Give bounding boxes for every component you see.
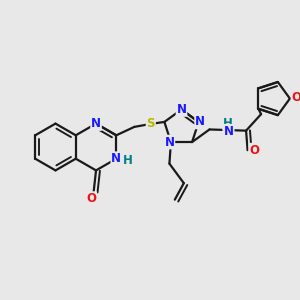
Text: N: N	[195, 116, 205, 128]
Text: O: O	[86, 192, 96, 205]
Text: O: O	[249, 144, 259, 157]
Text: S: S	[146, 117, 155, 130]
Text: N: N	[111, 152, 121, 165]
Text: N: N	[91, 117, 101, 130]
Text: O: O	[292, 91, 300, 103]
Text: H: H	[123, 154, 133, 167]
Text: N: N	[224, 125, 234, 138]
Text: N: N	[164, 136, 174, 148]
Text: H: H	[223, 117, 233, 130]
Text: N: N	[176, 103, 187, 116]
